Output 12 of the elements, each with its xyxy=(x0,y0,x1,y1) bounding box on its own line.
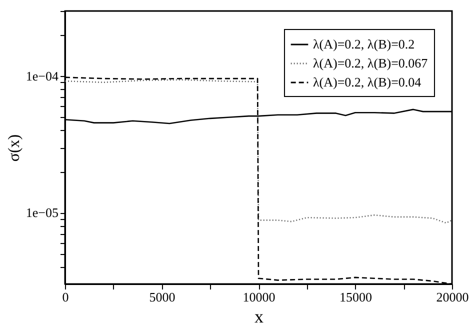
legend-label: λ(A)=0.2, λ(B)=0.067 xyxy=(313,56,428,70)
y-tick-label: 1e−04 xyxy=(26,68,59,84)
x-tick-label: 0 xyxy=(62,290,69,304)
x-axis-title: x xyxy=(254,306,264,326)
x-tick-label: 10000 xyxy=(242,290,276,304)
y-axis-title: σ(x) xyxy=(6,134,23,162)
legend-label: λ(A)=0.2, λ(B)=0.2 xyxy=(313,36,415,52)
legend-label: λ(A)=0.2, λ(B)=0.04 xyxy=(313,74,422,90)
y-tick-label: 1e−05 xyxy=(26,205,58,220)
x-tick-label: 20000 xyxy=(436,290,469,304)
x-tick-label: 15000 xyxy=(340,290,372,304)
x-tick-label: 5000 xyxy=(149,290,176,304)
